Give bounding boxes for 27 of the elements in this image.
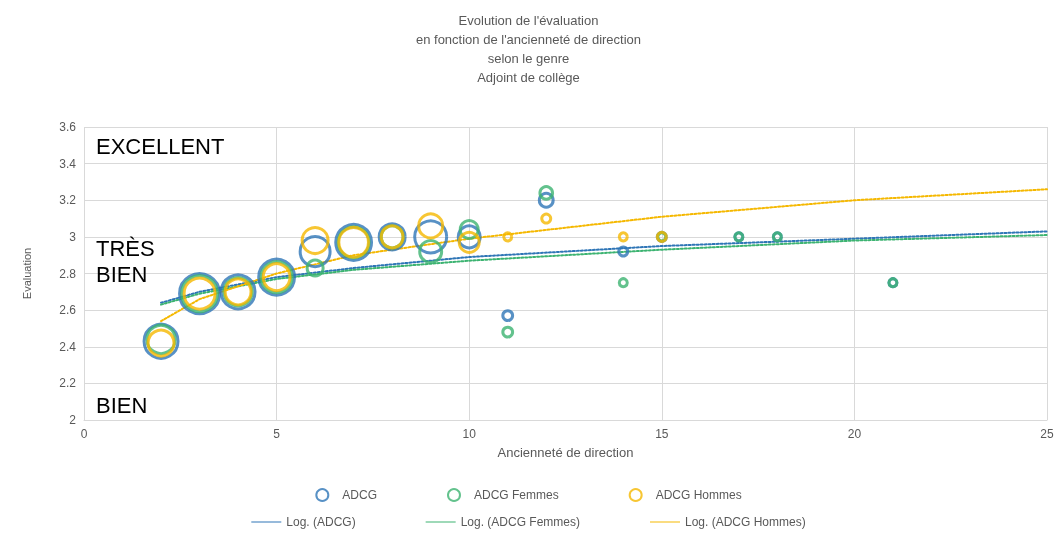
x-tick-label: 5 bbox=[273, 427, 281, 441]
y-tick-label: 2.6 bbox=[59, 303, 77, 318]
x-axis-title: Ancienneté de direction bbox=[497, 445, 634, 460]
legend-label: ADCG bbox=[342, 488, 377, 502]
annotation: EXCELLENT bbox=[96, 134, 225, 160]
legend-label: Log. (ADCG Femmes) bbox=[460, 515, 581, 529]
legend-label: ADCG Hommes bbox=[655, 488, 742, 502]
x-tick-label: 25 bbox=[1040, 427, 1054, 441]
chart-title: Evolution de l'évaluation en fonction de l'ancienneté de direction selon le genre Adjoint de collège bbox=[415, 13, 642, 85]
y-tick-label: 2.8 bbox=[59, 266, 77, 281]
y-tick-label: 3.4 bbox=[59, 156, 77, 171]
x-tick-label: 0 bbox=[80, 427, 88, 441]
y-axis-title: Evaluation bbox=[20, 247, 33, 300]
legend-label: Log. (ADCG) bbox=[286, 515, 356, 529]
legend-label: ADCG Femmes bbox=[473, 488, 559, 502]
x-tick-label: 15 bbox=[655, 427, 669, 441]
annotation: BIEN bbox=[96, 393, 148, 419]
y-tick-label: 3 bbox=[69, 229, 77, 244]
y-tick-label: 2.2 bbox=[59, 376, 77, 391]
legend-label: Log. (ADCG Hommes) bbox=[685, 515, 806, 529]
x-tick-label: 10 bbox=[462, 427, 477, 441]
y-tick-label: 2.4 bbox=[59, 339, 77, 354]
y-tick-label: 3.6 bbox=[59, 120, 77, 134]
y-tick-label: 2 bbox=[69, 413, 77, 427]
y-tick-label: 3.2 bbox=[59, 193, 77, 208]
x-tick-label: 20 bbox=[847, 427, 862, 441]
annotation: TRÈS BIEN bbox=[96, 236, 156, 288]
